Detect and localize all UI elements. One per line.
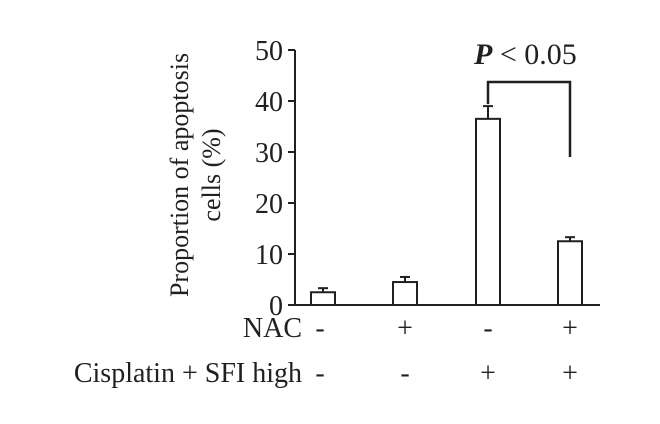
significance-label: P < 0.05	[473, 38, 577, 71]
condition-1-level-1: -	[315, 313, 324, 344]
condition-1-level-2: +	[397, 313, 413, 344]
condition-label-1: NAC	[243, 313, 302, 344]
bar-3	[475, 117, 501, 306]
condition-2-level-1: -	[315, 358, 324, 389]
condition-2-level-4: +	[562, 358, 578, 389]
significance-value: < 0.05	[492, 38, 576, 71]
significance-bracket	[486, 80, 572, 157]
y-axis-title-line-2: cells (%)	[197, 128, 226, 221]
y-axis-title: Proportion of apoptosis cells (%)	[165, 53, 226, 297]
condition-label-2: Cisplatin + SFI high	[74, 358, 302, 389]
y-axis-title-line-1: Proportion of apoptosis	[165, 53, 194, 297]
bar-4	[557, 240, 583, 306]
y-ticks: 0 10 20 30 40 50	[255, 36, 295, 322]
bar-1	[310, 291, 336, 306]
condition-2-level-3: +	[480, 358, 496, 389]
significance-annotation: P < 0.05	[473, 38, 577, 157]
bar-2	[392, 281, 418, 306]
bars	[310, 105, 583, 306]
y-tick-label-30: 30	[255, 138, 283, 169]
condition-table: NAC - + - +Cisplatin + SFI high - - + +	[74, 313, 578, 389]
y-tick-label-20: 20	[255, 189, 283, 220]
condition-1-level-3: -	[483, 313, 492, 344]
significance-p: P	[473, 38, 493, 71]
y-tick-label-0: 0	[269, 291, 283, 322]
y-tick-label-10: 10	[255, 240, 283, 271]
y-tick-label-40: 40	[255, 87, 283, 118]
condition-2-level-2: -	[400, 358, 409, 389]
y-tick-label-50: 50	[255, 36, 283, 67]
condition-1-level-4: +	[562, 313, 578, 344]
